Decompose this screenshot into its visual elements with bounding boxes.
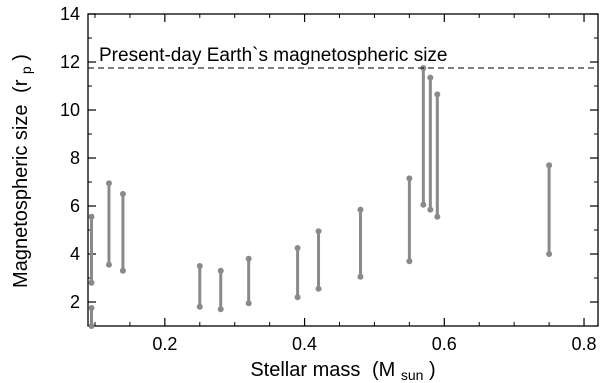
range-low-marker <box>105 261 112 268</box>
range-high-marker <box>427 74 434 81</box>
x-axis-label-text: Stellar mass <box>250 359 360 381</box>
range-low-marker <box>119 267 126 274</box>
plot-frame <box>87 13 599 327</box>
x-tick-label: 0.2 <box>152 334 177 354</box>
range-high-marker <box>245 255 252 262</box>
y-axis-label-text: Magnetospheric size <box>10 105 32 288</box>
range-high-marker <box>406 175 413 182</box>
y-axis-unit-sub: p <box>18 66 34 74</box>
y-tick-label: 2 <box>70 292 80 312</box>
range-high-marker <box>294 245 301 251</box>
y-tick-label: 10 <box>60 100 80 120</box>
range-high-marker <box>105 180 112 187</box>
x-axis-ticks: 0.2 0.4 0.6 0.8 <box>94 14 597 354</box>
range-bars <box>88 65 553 329</box>
range-high-marker <box>315 228 322 235</box>
range-low-marker <box>315 285 322 292</box>
y-axis-unit-close: ) <box>10 54 32 61</box>
x-axis-unit-open: (M <box>372 359 395 381</box>
range-low-marker <box>546 251 553 257</box>
x-axis-label: Stellar mass (M sun ) <box>250 359 435 383</box>
range-low-marker <box>406 258 413 265</box>
range-high-marker <box>357 206 364 213</box>
y-tick-label: 12 <box>60 52 80 72</box>
range-low-marker <box>88 279 95 286</box>
range-high-marker <box>196 263 203 269</box>
y-tick-label: 4 <box>70 244 80 264</box>
x-tick-label: 0.4 <box>292 334 317 354</box>
range-low-marker <box>434 213 441 220</box>
range-low-marker <box>217 306 224 313</box>
reference-line-label: Present-day Earth`s magnetospheric size <box>99 45 448 66</box>
x-tick-label: 0.6 <box>432 334 457 354</box>
y-axis-ticks: 2 4 6 8 10 12 14 <box>60 4 598 312</box>
range-high-marker <box>546 162 553 169</box>
range-low-marker <box>357 273 364 280</box>
range-low-marker <box>196 303 203 310</box>
range-low-marker <box>294 294 301 301</box>
y-tick-label: 6 <box>70 196 80 216</box>
range-high-marker <box>217 267 224 274</box>
range-high-marker <box>119 191 126 197</box>
range-low-marker <box>88 323 95 329</box>
x-axis-unit-sub: sun <box>401 367 424 383</box>
y-tick-label: 14 <box>60 4 80 24</box>
y-tick-label: 8 <box>70 148 80 168</box>
range-high-marker <box>434 91 441 98</box>
x-tick-label: 0.8 <box>572 334 597 354</box>
x-axis-unit-close: ) <box>429 359 436 381</box>
range-high-marker <box>88 213 95 220</box>
range-low-marker <box>245 300 252 307</box>
range-low-marker <box>420 201 427 208</box>
range-low-marker <box>427 206 434 213</box>
y-axis-label: Magnetospheric size (r p ) <box>10 54 36 288</box>
range-high-marker <box>88 305 95 311</box>
y-axis-unit-open: (r <box>10 79 32 93</box>
